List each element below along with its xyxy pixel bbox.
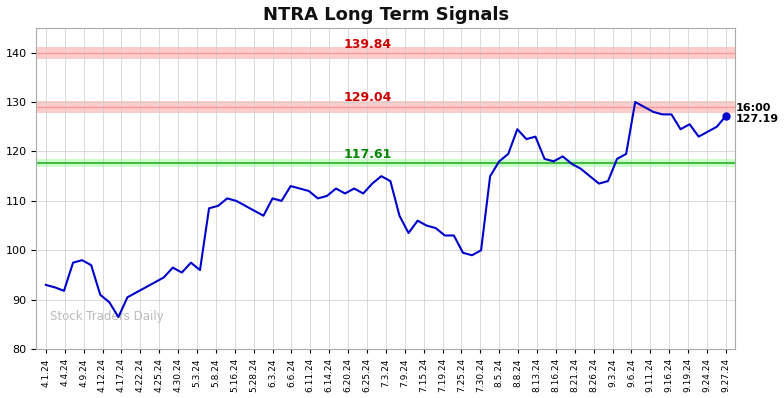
Bar [36,101,735,113]
Text: 16:00
127.19: 16:00 127.19 [735,103,779,124]
Bar [36,47,735,59]
Text: 139.84: 139.84 [343,38,391,51]
Text: 129.04: 129.04 [343,91,391,104]
Title: NTRA Long Term Signals: NTRA Long Term Signals [263,6,509,23]
Text: Stock Traders Daily: Stock Traders Daily [50,310,164,324]
Bar [36,159,735,167]
Text: 117.61: 117.61 [343,148,391,161]
